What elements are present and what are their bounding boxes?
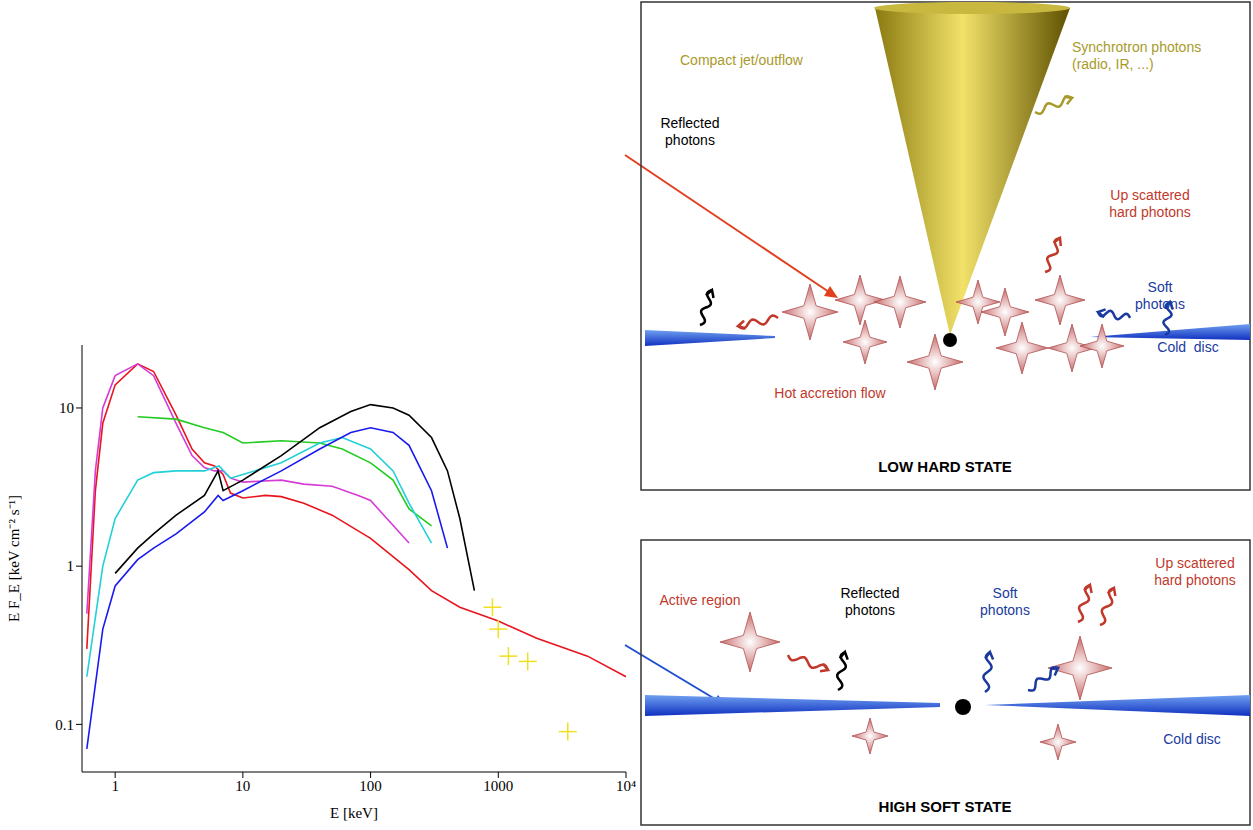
svg-text:10: 10 [59,400,74,416]
svg-text:E [keV]: E [keV] [330,805,378,821]
svg-text:HIGH SOFT STATE: HIGH SOFT STATE [879,798,1012,815]
svg-text:Hot accretion flow: Hot accretion flow [774,385,886,401]
svg-text:Softphotons: Softphotons [1135,279,1185,312]
svg-text:Cold disc: Cold disc [1163,731,1221,747]
svg-text:1: 1 [111,778,119,794]
svg-text:E F_E [keV cm⁻² s⁻¹]: E F_E [keV cm⁻² s⁻¹] [6,495,22,622]
svg-text:10⁴: 10⁴ [616,778,636,794]
svg-text:10: 10 [235,778,250,794]
svg-text:0.1: 0.1 [55,717,74,733]
svg-text:LOW HARD STATE: LOW HARD STATE [878,458,1012,475]
svg-text:Active region: Active region [660,592,741,608]
svg-text:Reflectedphotons: Reflectedphotons [840,585,899,618]
svg-text:100: 100 [359,778,382,794]
svg-text:1: 1 [67,558,75,574]
svg-text:Cold disc: Cold disc [1157,339,1218,355]
svg-text:Softphotons: Softphotons [980,585,1030,618]
svg-text:Synchrotron photons(radio, IR,: Synchrotron photons(radio, IR, ...) [1072,39,1201,72]
svg-text:Compact jet/outflow: Compact jet/outflow [680,52,804,68]
svg-text:Up scatteredhard photons: Up scatteredhard photons [1154,555,1236,588]
svg-text:1000: 1000 [483,778,513,794]
svg-text:Up scatteredhard photons: Up scatteredhard photons [1109,187,1191,220]
svg-text:Reflectedphotons: Reflectedphotons [660,115,719,148]
